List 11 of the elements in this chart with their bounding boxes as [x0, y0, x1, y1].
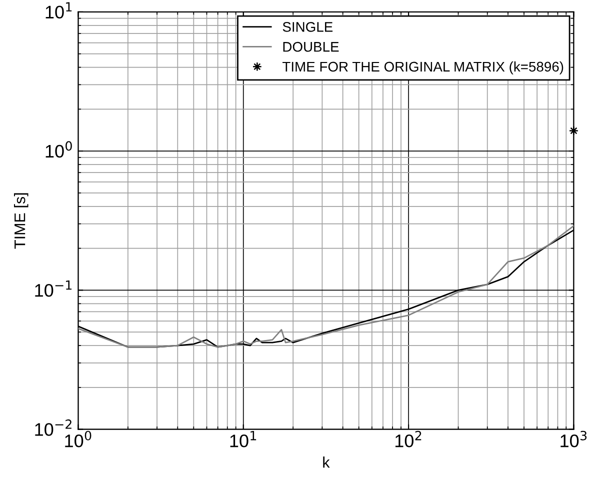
y-axis-title: TIME [s]: [14, 193, 28, 249]
legend-label: DOUBLE: [283, 42, 339, 52]
legend-label: TIME FOR THE ORIGINAL MATRIX (k=5896): [282, 61, 564, 74]
legend-label: SINGLE: [282, 22, 333, 32]
x-axis-title: k: [323, 456, 330, 468]
x-tick-label: 10$^{2}$: [395, 430, 422, 448]
x-tick-label: 10$^{1}$: [230, 430, 256, 448]
x-tick-label: 10$^{3}$: [560, 430, 587, 448]
y-tick-label: 10$^{1}$: [46, 2, 72, 19]
y-tick-label: 10$^{−1}$: [35, 280, 72, 297]
y-tick-label: 10$^{0}$: [46, 141, 72, 158]
